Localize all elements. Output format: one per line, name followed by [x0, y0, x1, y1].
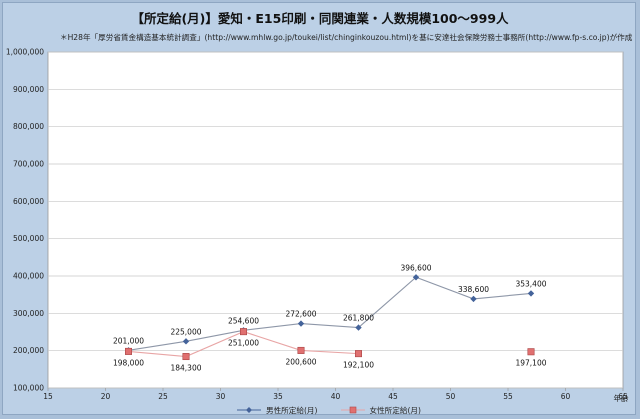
data-label-male: 338,600	[458, 285, 489, 294]
data-label-male: 261,800	[343, 314, 374, 323]
data-point-female	[125, 347, 133, 355]
legend-item-male: 男性所定給(月)	[236, 405, 318, 416]
x-tick-label: 45	[388, 392, 398, 401]
x-tick-label: 35	[273, 392, 283, 401]
y-tick-label: 800,000	[13, 122, 44, 131]
x-tick-label: 40	[331, 392, 341, 401]
y-tick-label: 600,000	[13, 197, 44, 206]
y-tick-label: 400,000	[13, 272, 44, 281]
data-point-male	[182, 338, 190, 345]
legend-female-swatch	[340, 406, 365, 414]
data-label-male: 396,600	[400, 263, 431, 272]
data-label-female: 192,100	[343, 361, 374, 370]
legend: 男性所定給(月) 女性所定給(月)	[236, 404, 443, 416]
data-label-female: 251,000	[228, 339, 259, 348]
y-tick-label: 900,000	[13, 85, 44, 94]
data-label-male: 201,000	[113, 336, 144, 345]
legend-male-swatch	[237, 407, 261, 413]
plot-area	[47, 51, 624, 389]
data-label-female: 198,000	[113, 358, 144, 367]
data-label-male: 353,400	[515, 279, 546, 288]
data-label-male: 254,600	[228, 316, 259, 325]
x-tick-label: 50	[446, 392, 456, 401]
series-line-male	[128, 276, 532, 351]
data-point-male	[412, 274, 420, 281]
legend-male-label: 男性所定給(月)	[266, 405, 318, 415]
x-tick-label: 60	[561, 392, 571, 401]
data-point-male	[470, 295, 477, 303]
x-tick-label: 20	[101, 392, 111, 401]
data-label-female: 184,300	[170, 364, 201, 373]
x-axis-label: 年齢	[614, 393, 629, 403]
y-tick-label: 200,000	[13, 346, 44, 355]
x-tick-label: 55	[503, 392, 513, 401]
x-tick-label: 15	[43, 392, 53, 401]
data-point-male	[527, 290, 535, 297]
data-label-female: 200,600	[285, 357, 316, 366]
data-point-female	[182, 353, 190, 361]
y-tick-label: 500,000	[13, 234, 44, 243]
y-tick-label: 100,000	[13, 384, 44, 393]
data-point-female	[527, 348, 535, 356]
data-label-female: 197,100	[515, 359, 546, 368]
x-tick-label: 30	[216, 392, 226, 401]
legend-item-female: 女性所定給(月)	[340, 405, 422, 416]
x-tick-label: 65	[618, 392, 628, 401]
chart-title: 【所定給(月)】愛知・E15印刷・同関連業・人数規模100～999人	[131, 11, 509, 26]
legend-female-label: 女性所定給(月)	[369, 405, 422, 415]
y-tick-label: 1,000,000	[6, 48, 44, 57]
data-point-male	[297, 320, 305, 327]
source-note: ＊H28年「厚労省賃金構造基本統計調査」(http://www.mhlw.go.…	[60, 33, 633, 42]
y-tick-label: 300,000	[13, 309, 44, 318]
data-label-male: 225,000	[170, 327, 201, 336]
y-tick-label: 700,000	[13, 160, 44, 169]
data-point-female	[354, 350, 362, 358]
x-tick-label: 25	[158, 392, 168, 401]
data-point-female	[297, 346, 305, 354]
data-label-male: 272,600	[285, 310, 316, 319]
data-point-male	[355, 324, 362, 331]
data-point-female	[240, 328, 248, 336]
